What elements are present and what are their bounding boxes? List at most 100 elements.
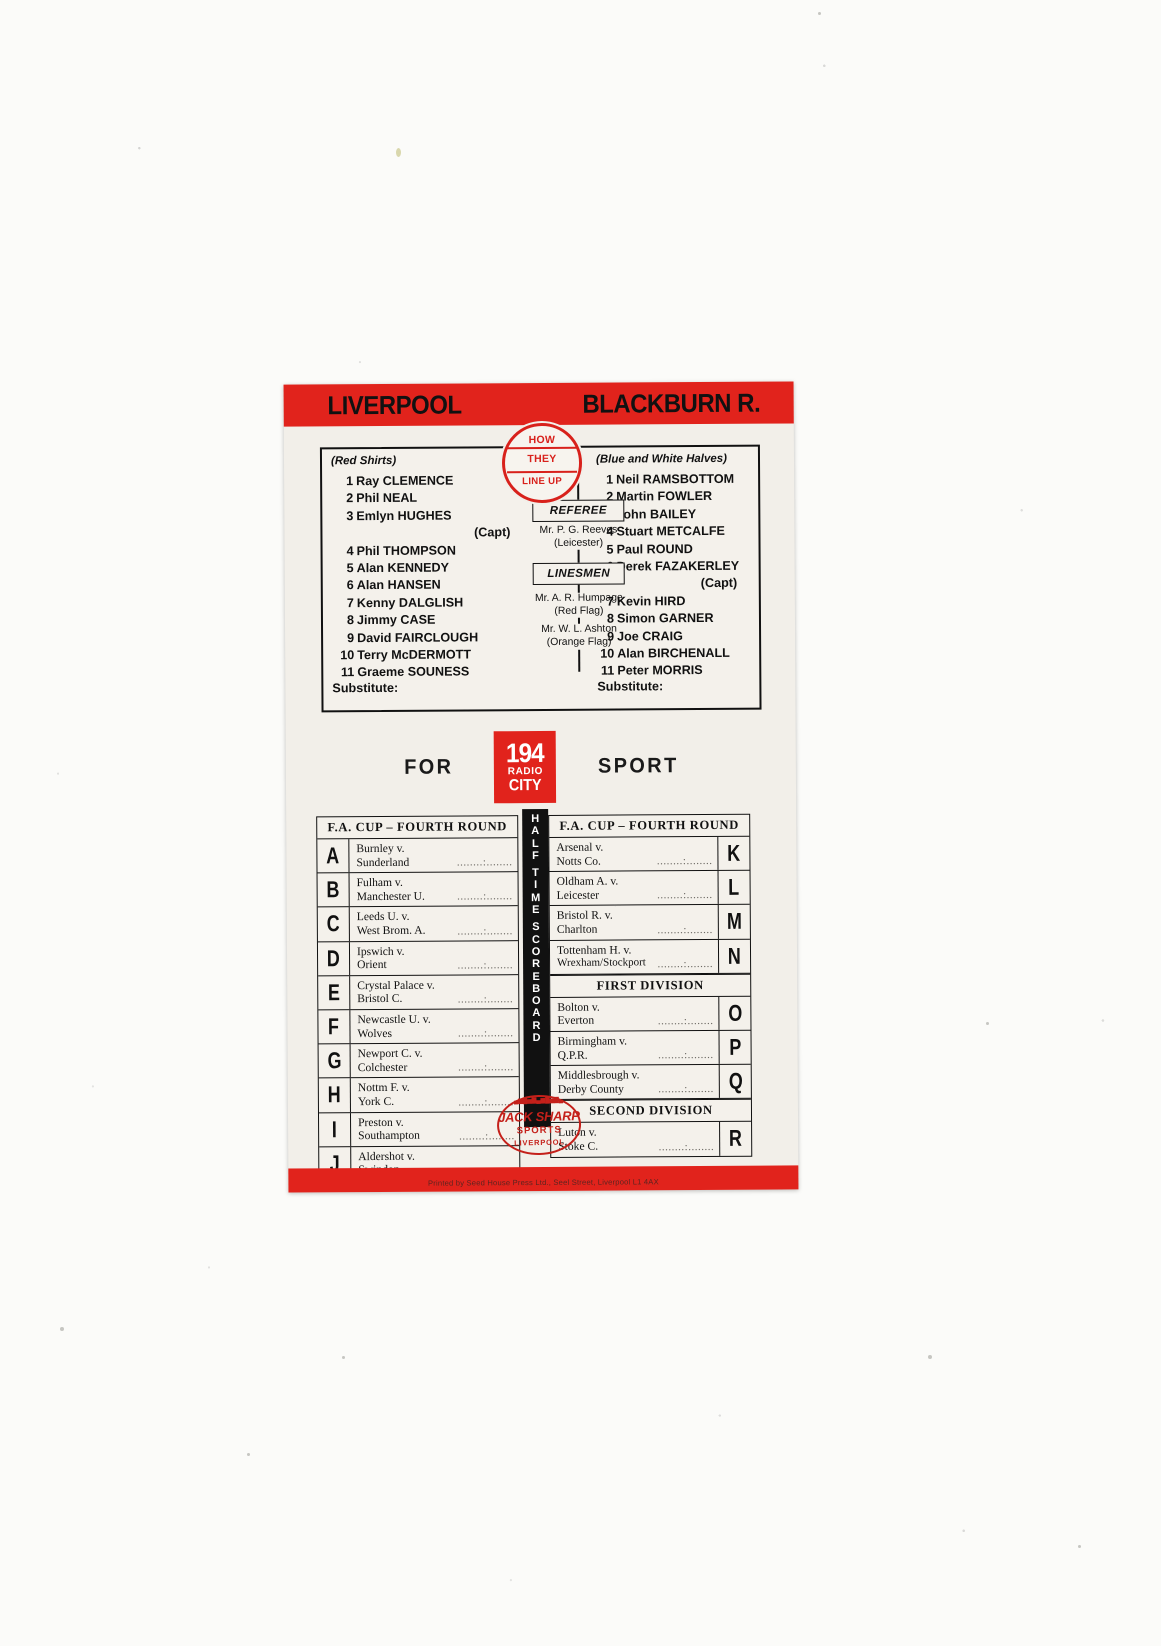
fixture-letter: H [318, 1078, 351, 1112]
away-substitute-label: Substitute: [597, 679, 664, 694]
stamp-line-3: LIVERPOOL [514, 1137, 565, 1148]
table-row[interactable]: N Tottenham H. v. Wrexham/Stockport ....… [549, 939, 751, 975]
scan-speck [342, 1356, 345, 1359]
strip-letter: O [531, 995, 541, 1008]
score-entry-field[interactable]: ........:........ [657, 923, 713, 936]
table-row[interactable]: Q Middlesbrough v. Derby County ........… [550, 1064, 751, 1101]
strip-letter: S [532, 921, 540, 934]
table-row[interactable]: K Arsenal v. Notts Co. ........:........ [549, 836, 750, 873]
list-item: 5 Alan KENNEDY [346, 560, 450, 576]
home-captain-label: (Capt) [474, 525, 511, 540]
sponsor-strip: FOR 194 RADIO CITY SPORT [322, 727, 762, 808]
away-team-name: BLACKBURN R. [581, 387, 761, 419]
fixture-letter: D [317, 941, 351, 976]
fixture-home: Nottm F. v. [357, 1081, 410, 1095]
score-entry-field[interactable]: ........:........ [457, 993, 514, 1006]
list-item: 11 Graeme SOUNESS [340, 664, 470, 680]
table-row[interactable]: L Oldham A. v. Leicester ........:......… [549, 870, 750, 907]
fixture-letter: I [318, 1112, 352, 1147]
score-entry-field[interactable]: ........:........ [456, 856, 513, 869]
score-entry-field[interactable]: ........:........ [457, 924, 513, 938]
table-row[interactable]: C Leeds U. v. West Brom. A. ........:...… [317, 906, 518, 942]
section-heading: F.A. CUP – FOURTH ROUND [549, 814, 750, 838]
table-row[interactable]: M Bristol R. v. Charlton ........:......… [549, 905, 750, 941]
fixture-letter: P [718, 1030, 751, 1065]
referee-town: (Leicester) [553, 537, 604, 549]
table-row[interactable]: P Birmingham v. Q.P.R. ........:........ [550, 1030, 751, 1067]
scan-speck [1078, 1545, 1081, 1548]
fixture-home: Ipswich v. [356, 944, 405, 958]
list-item: 3 Emlyn HUGHES [346, 508, 452, 523]
strip-letter: E [532, 904, 540, 917]
scan-speck [986, 1022, 989, 1025]
fixture-home: Bolton v. [557, 1000, 600, 1014]
fixture-home: Oldham A. v. [556, 874, 619, 889]
table-row[interactable]: B Fulham v. Manchester U. ........:.....… [317, 872, 518, 908]
strip-letter: F [532, 849, 539, 862]
score-entry-field[interactable]: ........:........ [657, 957, 714, 971]
score-entry-field[interactable]: ........:........ [658, 1049, 714, 1062]
scan-speck [396, 148, 401, 157]
fixture-home: Leeds U. v. [356, 910, 410, 924]
score-entry-field[interactable]: ........:........ [658, 1140, 715, 1153]
list-item: 9 David FAIRCLOUGH [347, 630, 479, 645]
fixture-letter: O [718, 996, 751, 1030]
fixture-letter: N [717, 939, 751, 973]
fixture-letter: G [318, 1044, 351, 1078]
scan-speck [818, 12, 821, 15]
strip-letter: C [531, 933, 540, 946]
sponsor-sport-label: SPORT [598, 754, 680, 778]
strip-letter: E [532, 970, 540, 983]
fixture-home: Aldershot v. [358, 1149, 415, 1163]
fixture-home: Bristol R. v. [556, 908, 613, 923]
linesman-one-name: Mr. A. R. Humpage [534, 592, 623, 605]
fixture-letter: A [317, 839, 350, 873]
table-row[interactable]: F Newcastle U. v. Wolves ........:......… [318, 1009, 519, 1045]
linesmen-label: LINESMEN [532, 562, 625, 586]
fixture-letter: F [318, 1010, 351, 1044]
logo-city-word: CITY [509, 776, 542, 795]
score-entry-field[interactable]: ........:........ [657, 1014, 714, 1028]
fixture-home: Burnley v. [356, 841, 405, 856]
fixture-letter: E [318, 975, 351, 1010]
score-entry-field[interactable]: ........:........ [457, 1027, 514, 1040]
score-entry-field[interactable]: ........:........ [657, 889, 713, 902]
score-entry-field[interactable]: ........:........ [658, 1083, 714, 1096]
scan-speck [928, 1355, 932, 1359]
strip-letter: M [531, 891, 541, 904]
sponsor-for-label: FOR [403, 755, 454, 779]
strip-letter: D [532, 1032, 541, 1045]
half-time-scoreboard-strip: H A L F T I M E S C O R E B O A R D [522, 808, 551, 1128]
table-row[interactable]: H Nottm F. v. York C. ........:........ [318, 1077, 519, 1113]
score-entry-field[interactable]: ........:........ [458, 1061, 514, 1074]
score-entry-field[interactable]: ........:........ [457, 958, 514, 972]
stamp-arc-texture: ▄▆█▅▇▄▆█▅▇▄ [513, 1097, 564, 1105]
fixture-home: Newport C. v. [357, 1046, 423, 1061]
home-substitute-label: Substitute: [332, 680, 399, 696]
referee-name: Mr. P. G. Reeves [539, 524, 618, 537]
fixture-letter: M [717, 905, 750, 939]
fixture-home: Luton v. [558, 1125, 597, 1140]
fixture-home: Fulham v. [356, 876, 403, 890]
fixture-letter: R [719, 1122, 752, 1156]
table-row[interactable]: O Bolton v. Everton ........:........ [550, 996, 751, 1032]
football-badge-icon: HOW THEY LINE UP [501, 422, 583, 504]
list-item: 2 Phil NEAL [346, 491, 418, 506]
table-row[interactable]: E Crystal Palace v. Bristol C. ........:… [318, 974, 519, 1011]
list-item: 7 Kenny DALGLISH [346, 595, 464, 611]
matchday-team-sheet-card: LIVERPOOL BLACKBURN R. (Red Shirts) (Blu… [283, 381, 799, 1193]
badge-line-1: HOW [528, 433, 556, 447]
list-item: 10 Terry McDERMOTT [340, 647, 472, 663]
stamp-line-1: JACK SHARP [497, 1108, 580, 1125]
score-entry-field[interactable]: ........:........ [457, 890, 513, 903]
score-entry-field[interactable]: ........:........ [656, 855, 713, 868]
linesman-two-name: Mr. W. L. Ashton [541, 623, 617, 636]
table-row[interactable]: D Ipswich v. Orient ........:........ [317, 940, 519, 977]
strip-letter: R [532, 1019, 541, 1032]
section-heading: F.A. CUP – FOURTH ROUND [317, 816, 518, 840]
strip-letter: L [531, 837, 539, 850]
table-row[interactable]: A Burnley v. Sunderland ........:.......… [317, 838, 518, 874]
table-row[interactable]: G Newport C. v. Colchester ........:....… [318, 1043, 519, 1079]
fixture-home: Middlesbrough v. [557, 1068, 640, 1083]
table-row[interactable]: I Preston v. Southampton ........:......… [318, 1111, 520, 1148]
